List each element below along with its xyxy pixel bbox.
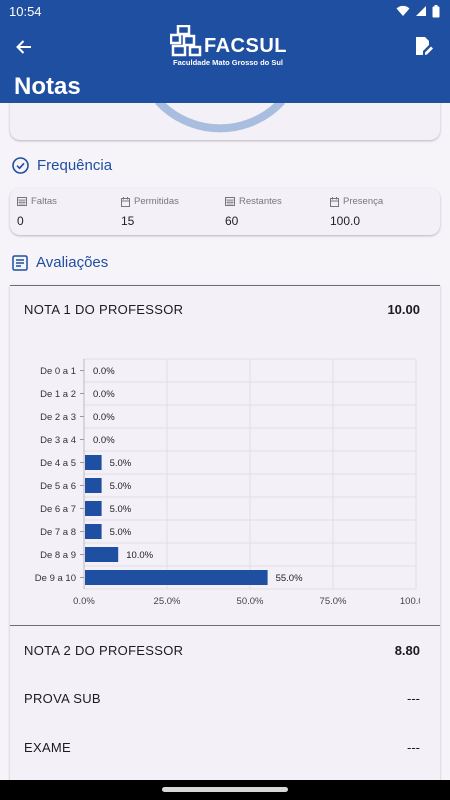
- chart-data-label: 10.0%: [126, 550, 153, 561]
- divider: [10, 625, 440, 626]
- chart-x-tick-label: 100.0%: [400, 596, 420, 607]
- chart-category-label: De 1 a 2: [40, 389, 76, 400]
- chart-category-label: De 3 a 4: [40, 435, 76, 446]
- avaliacao-label: PROVA SUB: [24, 691, 101, 706]
- avaliacao-value: 10.00: [387, 302, 420, 317]
- chart-data-label: 0.0%: [93, 435, 115, 446]
- chart-data-label: 0.0%: [93, 366, 115, 377]
- avaliacao-label: NOTA 1 DO PROFESSOR: [24, 302, 184, 317]
- status-bar: 10:54: [0, 0, 450, 22]
- chart-bar: [85, 570, 268, 585]
- freq-label: Permitidas: [134, 196, 179, 207]
- chart-category-label: De 6 a 7: [40, 504, 76, 515]
- freq-label: Restantes: [239, 196, 282, 207]
- avaliacoes-title: Avaliações: [36, 254, 109, 271]
- avaliacoes-card: NOTA 1 DO PROFESSOR 10.00 0.0% 25.0% 50.0%…: [10, 285, 440, 780]
- status-icons: [396, 4, 440, 18]
- back-button[interactable]: [11, 34, 37, 60]
- avaliacao-row-nota1[interactable]: NOTA 1 DO PROFESSOR 10.00: [24, 302, 420, 317]
- frequencia-card: Faltas 0 Permitidas 15 Restantes 60 Pres…: [10, 188, 440, 235]
- freq-value: 100.0: [330, 214, 361, 228]
- home-gesture-handle[interactable]: [162, 787, 288, 792]
- content-scroll[interactable]: Frequência Faltas 0 Permitidas 15 Restan…: [0, 103, 450, 780]
- calendar-grid-icon: [17, 197, 27, 206]
- freq-value: 60: [225, 214, 239, 228]
- avaliacao-row-exame[interactable]: EXAME ---: [24, 740, 420, 755]
- signal-icon: [416, 6, 426, 16]
- chart-bar: [85, 501, 102, 516]
- freq-value: 0: [17, 214, 24, 228]
- chart-data-label: 5.0%: [110, 458, 132, 469]
- navigation-bar: [0, 780, 450, 800]
- grade-summary-card: [10, 103, 440, 140]
- chart-bar: [85, 455, 102, 470]
- facsul-logo: FACSUL Faculdade Mato Grosso do Sul: [170, 25, 287, 69]
- chart-data-label: 55.0%: [276, 573, 303, 584]
- document-icon: [12, 254, 28, 271]
- edit-document-icon: [416, 37, 433, 55]
- chart-bar: [85, 547, 119, 562]
- freq-value: 15: [121, 214, 135, 228]
- avaliacao-label: EXAME: [24, 740, 72, 755]
- check-circle-icon: [12, 157, 29, 174]
- edit-note-button[interactable]: [412, 34, 436, 58]
- chart-x-tick-label: 75.0%: [320, 596, 347, 607]
- chart-category-label: De 7 a 8: [40, 527, 76, 538]
- chart-bar: [85, 524, 102, 539]
- avaliacao-label: NOTA 2 DO PROFESSOR: [24, 643, 184, 658]
- frequencia-title: Frequência: [37, 157, 113, 174]
- calendar-icon: [121, 196, 130, 207]
- status-time: 10:54: [9, 3, 42, 19]
- freq-label: Presença: [343, 196, 384, 207]
- page-title: Notas: [14, 73, 81, 100]
- chart-data-label: 5.0%: [110, 481, 132, 492]
- avaliacao-value: ---: [407, 691, 420, 706]
- chart-category-label: De 0 a 1: [40, 366, 76, 377]
- avaliacao-value: 8.80: [394, 643, 420, 658]
- chart-category-label: De 5 a 6: [40, 481, 76, 492]
- chart-x-tick-label: 50.0%: [237, 596, 264, 607]
- avaliacoes-header: Avaliações: [12, 254, 108, 271]
- divider: [10, 285, 440, 286]
- chart-x-tick-label: 0.0%: [73, 596, 95, 607]
- avaliacao-row-prova-sub[interactable]: PROVA SUB ---: [24, 691, 420, 706]
- freq-label: Faltas: [31, 196, 57, 207]
- app-bar: FACSUL Faculdade Mato Grosso do Sul: [0, 22, 450, 72]
- wifi-icon: [396, 5, 410, 16]
- avaliacao-value: ---: [407, 740, 420, 755]
- chart-category-label: De 8 a 9: [40, 550, 76, 561]
- chart-data-label: 0.0%: [93, 389, 115, 400]
- calendar-grid-icon: [225, 197, 235, 206]
- calendar-icon: [330, 196, 339, 207]
- arrow-back-icon: [16, 40, 31, 54]
- grade-distribution-chart: 0.0% 25.0% 50.0% 75.0% 100.0% De 0 a 1 0.0% De …: [35, 358, 420, 607]
- chart-category-label: De 9 a 10: [35, 573, 76, 584]
- chart-x-tick-label: 25.0%: [154, 596, 181, 607]
- chart-data-label: 5.0%: [110, 527, 132, 538]
- battery-icon: [432, 4, 440, 17]
- logo-mark-icon: [170, 25, 202, 57]
- frequencia-header: Frequência: [12, 157, 112, 174]
- logo-name: FACSUL: [204, 35, 287, 57]
- chart-data-label: 5.0%: [110, 504, 132, 515]
- chart-category-label: De 4 a 5: [40, 458, 76, 469]
- chart-category-label: De 2 a 3: [40, 412, 76, 423]
- chart-bar: [85, 478, 102, 493]
- avaliacao-row-nota2[interactable]: NOTA 2 DO PROFESSOR 8.80: [24, 643, 420, 658]
- chart-data-label: 0.0%: [93, 412, 115, 423]
- page-header: Notas: [0, 72, 450, 103]
- grade-ring: [155, 103, 285, 133]
- logo-subtitle: Faculdade Mato Grosso do Sul: [173, 58, 284, 67]
